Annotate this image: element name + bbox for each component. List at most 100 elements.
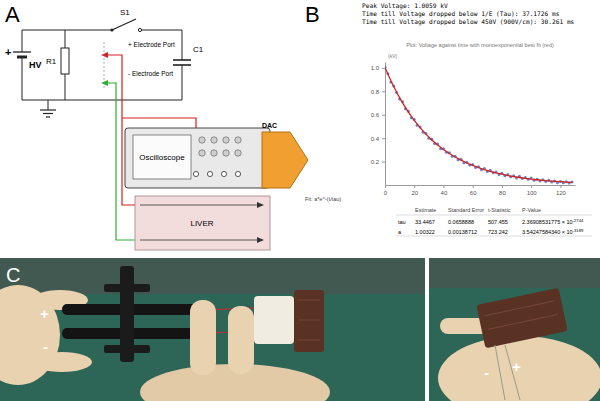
ground bbox=[40, 109, 56, 110]
oscilloscope-screen bbox=[133, 135, 191, 179]
tissue-texture bbox=[298, 320, 320, 321]
panel-b: BPeak Voltage: 1.0059 kVTime till Voltag… bbox=[305, 2, 592, 236]
tissue-texture bbox=[488, 314, 558, 329]
electrode-fin bbox=[104, 284, 150, 292]
table-rule bbox=[396, 236, 592, 237]
y-axis-tick-mark bbox=[382, 91, 385, 92]
arrow-head bbox=[257, 237, 264, 243]
table-cell: 507.455 bbox=[488, 219, 508, 225]
p-value: 3.54247584340 × 10-3189 bbox=[522, 228, 584, 236]
x-axis-tick-label: 0 bbox=[384, 190, 388, 196]
p-value-mantissa: 3.54247584340 × 10 bbox=[522, 229, 573, 235]
ground bbox=[46, 116, 50, 117]
electrode-wire bbox=[495, 345, 505, 400]
channel-port bbox=[193, 171, 198, 176]
tissue-block bbox=[476, 288, 567, 349]
x-axis-tick-mark bbox=[443, 185, 444, 188]
switch-label: S1 bbox=[120, 8, 130, 17]
tissue-texture bbox=[485, 301, 555, 316]
finger bbox=[32, 352, 92, 372]
finger bbox=[228, 306, 254, 374]
x-axis-tick-mark bbox=[414, 185, 415, 188]
table-header: Standard Error bbox=[448, 207, 484, 213]
y-axis-tick: 0.2 bbox=[371, 159, 385, 165]
knob bbox=[223, 150, 229, 156]
tissue-texture bbox=[298, 340, 320, 341]
figure: AS1+HVR1C1+ Electrode Port- Electrode Po… bbox=[0, 0, 600, 401]
table-header: P-Value bbox=[522, 207, 541, 213]
x-axis-tick-mark bbox=[560, 185, 561, 188]
knob bbox=[235, 150, 241, 156]
knob bbox=[211, 137, 217, 143]
table-rule bbox=[396, 215, 592, 216]
x-axis-tick: 80 bbox=[499, 185, 506, 196]
resistor bbox=[61, 48, 69, 74]
fit-line bbox=[385, 68, 572, 183]
arrow-head bbox=[101, 80, 108, 86]
knob bbox=[199, 150, 205, 156]
ground bbox=[43, 113, 53, 114]
port-label: - Electrode Port bbox=[128, 70, 173, 77]
y-axis-tick-label: 1.0 bbox=[371, 65, 380, 71]
wire bbox=[22, 30, 23, 52]
x-axis-tick: 0 bbox=[384, 185, 388, 196]
x-axis-tick: 20 bbox=[411, 185, 418, 196]
resistor-label: R1 bbox=[46, 57, 57, 66]
table-cell: 723.242 bbox=[488, 229, 508, 235]
y-axis-tick: 0.6 bbox=[371, 112, 385, 118]
x-axis-tick-label: 120 bbox=[556, 190, 567, 196]
gauze bbox=[254, 296, 294, 344]
annotation: Time till Voltage dropped below 1/E (Tau… bbox=[362, 10, 560, 18]
x-axis-tick-label: 20 bbox=[411, 190, 418, 196]
port-label: + Electrode Port bbox=[128, 41, 175, 48]
y-axis-title: (kV) bbox=[388, 53, 398, 59]
tissue-texture bbox=[298, 300, 320, 301]
polarity-label: - bbox=[43, 338, 48, 355]
y-axis-tick: 0.8 bbox=[371, 89, 385, 95]
polarity-label: + bbox=[40, 305, 49, 322]
table-header: t-Statistic bbox=[488, 207, 511, 213]
electrode-fin bbox=[104, 345, 150, 353]
photo-background bbox=[429, 258, 600, 288]
oscilloscope-label: Oscilloscope bbox=[139, 153, 185, 162]
y-axis-tick: 0.4 bbox=[371, 136, 385, 142]
x-axis-tick-label: 100 bbox=[527, 190, 538, 196]
tissue-block bbox=[294, 290, 324, 352]
dac bbox=[262, 132, 308, 188]
x-axis-tick: 100 bbox=[527, 185, 538, 196]
panel-label: B bbox=[305, 2, 320, 27]
wire bbox=[22, 30, 112, 31]
liver-label: LIVER bbox=[190, 219, 213, 228]
x-axis-tick-label: 80 bbox=[499, 190, 506, 196]
x-axis-line bbox=[386, 185, 576, 186]
x-axis-tick-mark bbox=[531, 185, 532, 188]
wire bbox=[22, 57, 23, 100]
switch-contact bbox=[138, 28, 141, 31]
annotation: Time till Voltage dropped below 450V (90… bbox=[362, 18, 575, 26]
polarity-label: + bbox=[512, 358, 521, 375]
arrow bbox=[140, 205, 258, 206]
electrode-wire bbox=[505, 345, 520, 400]
electrode-arm bbox=[62, 328, 212, 339]
p-value-exponent: -3189 bbox=[573, 228, 584, 233]
panel-a: AS1+HVR1C1+ Electrode Port- Electrode Po… bbox=[5, 2, 308, 250]
x-axis-tick: 60 bbox=[470, 185, 477, 196]
y-axis-line bbox=[385, 63, 386, 186]
photo-background bbox=[0, 258, 425, 294]
panel-label: A bbox=[5, 2, 20, 27]
knob bbox=[199, 137, 205, 143]
electrode-arm bbox=[62, 304, 212, 315]
plot-area bbox=[385, 66, 574, 185]
y-axis-tick-mark bbox=[382, 138, 385, 139]
y-axis-tick-label: 0.6 bbox=[371, 112, 380, 118]
table-cell: 0.0658888 bbox=[448, 219, 474, 225]
battery-label: HV bbox=[29, 60, 42, 70]
chart-title: Plot: Voltage against time with monoexpo… bbox=[406, 42, 554, 48]
x-axis-tick-mark bbox=[473, 185, 474, 188]
battery-sign: + bbox=[5, 46, 11, 58]
y-axis: 0.2 0.4 0.6 0.8 1.0 bbox=[371, 63, 386, 186]
table-cell: 0.00138712 bbox=[448, 229, 477, 235]
p-value-mantissa: 2.36908531775 × 10 bbox=[522, 219, 573, 225]
x-axis-tick-label: 40 bbox=[441, 190, 448, 196]
capacitor-plate bbox=[173, 59, 191, 61]
